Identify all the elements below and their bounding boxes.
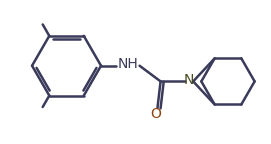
Text: N: N: [184, 73, 194, 87]
Text: O: O: [150, 107, 161, 121]
Text: NH: NH: [117, 57, 138, 71]
